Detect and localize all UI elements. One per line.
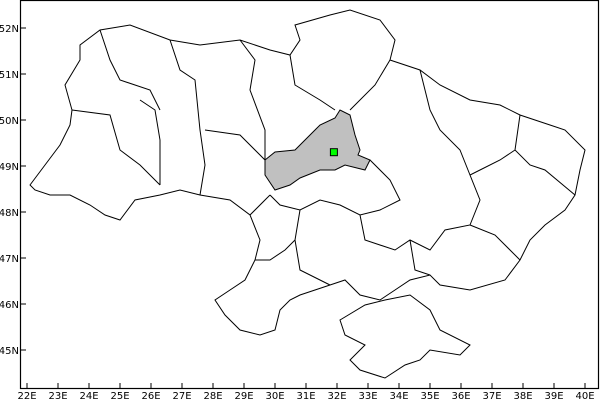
oblast-boundary [469, 224, 521, 261]
oblast-boundary [289, 54, 336, 111]
x-tick-label: 23E [48, 391, 67, 400]
x-tick-label: 26E [141, 391, 160, 400]
oblast-boundary [169, 39, 206, 196]
location-marker[interactable] [329, 148, 338, 157]
oblast-boundary [359, 149, 516, 251]
oblast-boundary [204, 129, 266, 161]
y-tick-label: 45N [0, 346, 19, 357]
crimea-outline [339, 294, 471, 379]
oblast-boundary [239, 39, 266, 160]
x-tick-label: 40E [575, 391, 594, 400]
x-axis: 22E 23E 24E 25E 26E 27E 28E 29E 30E 31E 32E 33E 34E 3… [17, 383, 595, 400]
x-tick-label: 36E [451, 391, 470, 400]
oblast-boundary [514, 114, 576, 196]
y-axis: 45N 46N 47N 48N 49N 50N 51N 52N [0, 24, 26, 357]
y-tick-label: 50N [0, 116, 19, 127]
oblast-boundary [419, 69, 471, 176]
y-tick-label: 52N [0, 24, 19, 35]
x-tick-label: 27E [172, 391, 191, 400]
y-tick-label: 49N [0, 162, 19, 173]
x-tick-label: 37E [482, 391, 501, 400]
x-tick-label: 39E [544, 391, 563, 400]
highlighted-region[interactable] [264, 109, 371, 191]
x-tick-label: 35E [420, 391, 439, 400]
x-tick-label: 38E [513, 391, 532, 400]
x-tick-label: 25E [110, 391, 129, 400]
oblast-boundary [249, 194, 271, 216]
y-tick-label: 51N [0, 70, 19, 81]
oblast-boundary [255, 239, 296, 261]
oblast-boundary [409, 239, 431, 276]
x-tick-label: 24E [79, 391, 98, 400]
y-tick-label: 47N [0, 254, 19, 265]
x-tick-label: 30E [265, 391, 284, 400]
x-tick-label: 28E [203, 391, 222, 400]
oblast-boundary [139, 99, 161, 185]
x-tick-label: 29E [234, 391, 253, 400]
x-tick-label: 32E [327, 391, 346, 400]
map-frame [19, 0, 600, 390]
x-tick-label: 31E [296, 391, 315, 400]
oblast-boundary [269, 159, 401, 216]
y-tick-label: 48N [0, 208, 19, 219]
oblast-boundary [294, 209, 331, 286]
y-tick-label: 46N [0, 300, 19, 311]
x-tick-label: 22E [17, 391, 36, 400]
oblast-boundary [349, 59, 391, 111]
region-boundaries [29, 9, 586, 379]
x-tick-label: 33E [358, 391, 377, 400]
x-tick-label: 34E [389, 391, 408, 400]
oblast-boundary [71, 109, 161, 186]
oblast-boundary [99, 29, 161, 111]
